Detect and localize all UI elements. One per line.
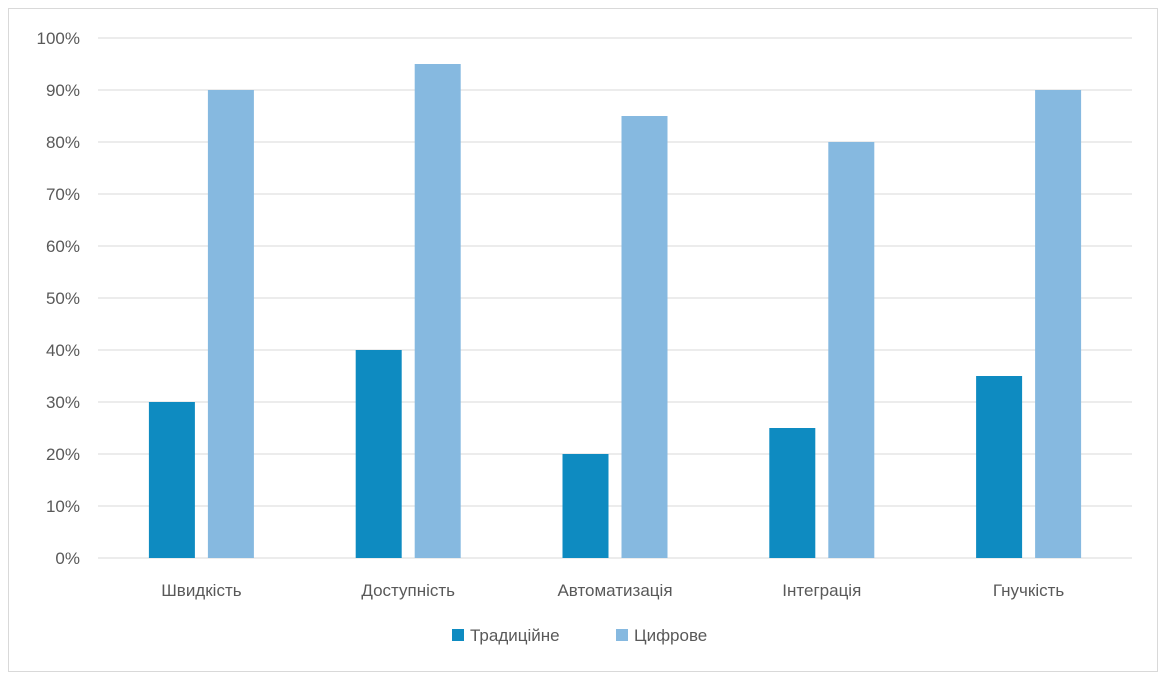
legend-label: Цифрове: [634, 626, 707, 645]
x-category-label: Інтеграція: [782, 581, 861, 600]
bar-traditional: [562, 454, 609, 558]
y-tick-label: 90%: [46, 81, 80, 100]
bar-digital: [828, 142, 875, 558]
y-tick-label: 70%: [46, 185, 80, 204]
y-tick-label: 80%: [46, 133, 80, 152]
gridlines: [98, 37, 1132, 559]
y-axis-tick-labels: 0% 10% 20% 30% 40% 50% 60% 70% 80% 90% 100%: [37, 29, 80, 568]
bars: [148, 64, 1082, 558]
chart-frame: [8, 8, 1158, 672]
y-tick-label: 30%: [46, 393, 80, 412]
bar-digital: [1035, 90, 1082, 558]
bar-digital: [414, 64, 461, 558]
y-tick-label: 20%: [46, 445, 80, 464]
x-category-label: Швидкість: [161, 581, 242, 600]
bar-traditional: [769, 428, 816, 558]
bar-traditional: [148, 402, 195, 558]
y-tick-label: 40%: [46, 341, 80, 360]
bar-digital: [207, 90, 254, 558]
y-tick-label: 60%: [46, 237, 80, 256]
x-category-label: Автоматизація: [557, 581, 672, 600]
x-axis-category-labels: Швидкість Доступність Автоматизація Інтегра…: [161, 581, 1064, 600]
bar-digital: [621, 116, 668, 558]
legend-label: Традиційне: [470, 626, 560, 645]
y-tick-label: 50%: [46, 289, 80, 308]
y-tick-label: 0%: [55, 549, 80, 568]
x-category-label: Гнучкість: [993, 581, 1064, 600]
y-tick-label: 100%: [37, 29, 80, 48]
x-category-label: Доступність: [361, 581, 455, 600]
legend-swatch: [616, 629, 628, 641]
legend: Традиційне Цифрове: [452, 626, 707, 645]
bar-traditional: [355, 350, 402, 558]
y-tick-label: 10%: [46, 497, 80, 516]
legend-swatch: [452, 629, 464, 641]
bar-traditional: [976, 376, 1023, 558]
